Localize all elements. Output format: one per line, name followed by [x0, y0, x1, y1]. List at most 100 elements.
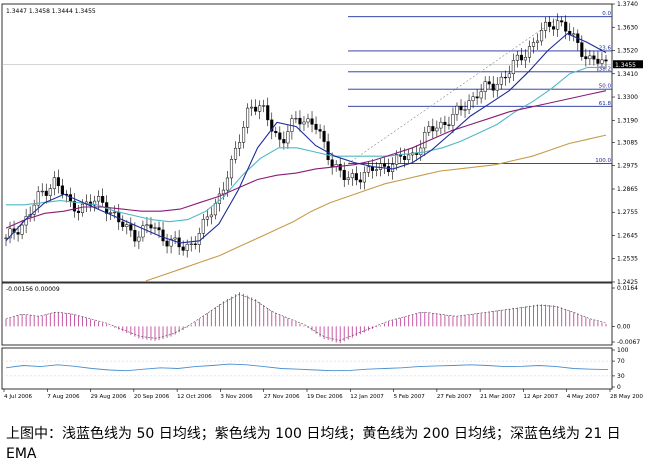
- candle-body: [560, 20, 564, 23]
- y-tick-label: 1.2535: [617, 256, 638, 263]
- candle-body: [270, 119, 274, 132]
- candle-body: [423, 132, 427, 149]
- candle-body: [511, 60, 515, 75]
- candle-body: [495, 84, 499, 91]
- candle-body: [443, 121, 447, 126]
- candle-body: [544, 21, 548, 31]
- ma-line: [145, 134, 607, 282]
- osc-y-label: 30: [617, 373, 625, 380]
- candle-body: [455, 105, 459, 115]
- y-tick-label: 1.2425: [617, 279, 638, 286]
- candle-body: [258, 105, 262, 112]
- candle-body: [189, 243, 193, 245]
- candle-body: [233, 147, 238, 160]
- candle-body: [600, 59, 604, 64]
- candle-body: [125, 224, 129, 227]
- candle-body: [237, 142, 242, 149]
- candle-body: [322, 130, 326, 142]
- candle-body: [266, 105, 270, 121]
- candle-body: [225, 177, 230, 191]
- fib-label-0.0: 0.0: [602, 11, 611, 17]
- candle-body: [20, 224, 24, 235]
- osc-y-label: 70: [617, 358, 625, 365]
- ma-line: [6, 66, 606, 223]
- candle-body: [229, 159, 234, 179]
- candle-body: [342, 170, 346, 181]
- candle-body: [548, 21, 552, 27]
- x-tick-label: 28 May 200: [610, 394, 643, 400]
- candle-body: [76, 210, 81, 213]
- fib-label-100.0: 100.0: [595, 158, 611, 164]
- chart-canvas: 1.3740 1.3630 1.3520 1.3410 1.3300 1.3190 1.30…: [1, 1, 643, 400]
- candle-body: [362, 172, 366, 183]
- macd-signal-line: [5, 293, 607, 341]
- candle-body: [193, 243, 197, 245]
- candle-body: [242, 126, 246, 143]
- y-tick-label: 1.2865: [617, 186, 638, 193]
- candle-body: [209, 214, 213, 218]
- candle-body: [604, 59, 608, 62]
- candle-body: [32, 204, 36, 215]
- candle-body: [80, 203, 85, 213]
- candle-body: [419, 147, 423, 155]
- candle-body: [471, 96, 475, 101]
- x-tick-label: 21 Mar 2007: [480, 394, 516, 400]
- candle-body: [72, 200, 77, 212]
- candle-body: [121, 221, 125, 227]
- candle-body: [298, 117, 302, 125]
- candle-body: [479, 91, 483, 99]
- oscillator-panel: [1, 347, 613, 390]
- x-tick-label: 27 Nov 2006: [264, 394, 300, 400]
- candle-body: [282, 139, 286, 144]
- candle-body: [366, 166, 370, 173]
- x-tick-label: 20 Sep 2006: [134, 394, 170, 400]
- candle-body: [145, 224, 149, 226]
- osc-y-label: 100: [617, 347, 629, 354]
- candle-body: [117, 211, 121, 223]
- y-tick-label: 1.3300: [617, 94, 638, 101]
- candle-body: [173, 237, 177, 240]
- candle-body: [539, 30, 544, 42]
- candle-body: [499, 76, 503, 85]
- fib-label-50.0: 50.0: [599, 84, 612, 90]
- candle-body: [52, 177, 56, 189]
- candle-body: [556, 20, 560, 30]
- candle-body: [451, 114, 455, 126]
- candle-body: [44, 190, 48, 196]
- candle-body: [4, 237, 8, 239]
- y-tick-label: 1.3630: [617, 24, 638, 31]
- candle-body: [165, 240, 169, 247]
- candle-body: [185, 243, 189, 251]
- candle-body: [201, 219, 205, 234]
- x-tick-label: 19 Dec 2006: [307, 394, 343, 400]
- candle-body: [407, 154, 411, 160]
- candle-body: [48, 188, 52, 196]
- candle-body: [137, 236, 141, 242]
- x-tick-label: 4 May 2007: [567, 394, 600, 400]
- candle-body: [531, 42, 536, 47]
- candle-body: [427, 126, 431, 133]
- candle-body: [463, 109, 467, 111]
- candle-body: [40, 190, 44, 193]
- y-tick-label: 1.3190: [617, 117, 638, 124]
- candle-body: [246, 107, 250, 128]
- x-tick-label: 27 Feb 2007: [437, 394, 472, 400]
- candle-body: [535, 40, 540, 43]
- candle-body: [572, 33, 576, 36]
- candle-body: [262, 105, 266, 107]
- candle-body: [382, 163, 387, 167]
- candle-body: [326, 141, 330, 161]
- candle-body: [475, 96, 479, 99]
- candle-body: [197, 233, 201, 245]
- x-tick-label: 3 Nov 2006: [220, 394, 253, 400]
- candle-body: [169, 238, 173, 247]
- candle-body: [487, 81, 491, 85]
- candle-body: [527, 46, 532, 58]
- candle-body: [580, 42, 584, 57]
- y-tick-label: 1.3410: [617, 71, 638, 78]
- candle-body: [250, 106, 254, 109]
- candle-body: [523, 56, 527, 61]
- y-tick-label: 1.2975: [617, 163, 638, 170]
- candle-body: [129, 224, 133, 231]
